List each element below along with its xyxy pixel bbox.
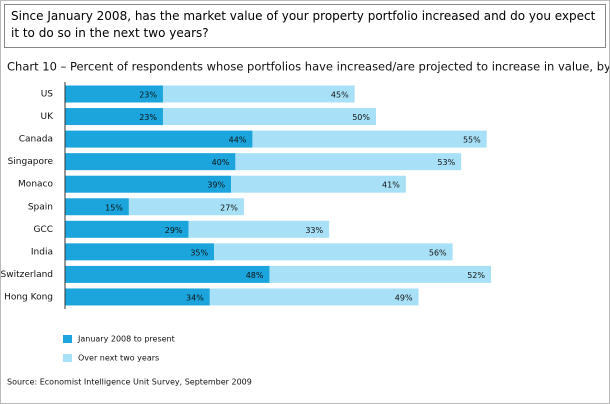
bar-segment [65, 130, 253, 148]
y-tick-label: India [31, 247, 53, 257]
bar-segment [65, 243, 215, 261]
value-label: 53% [437, 158, 455, 167]
bar-segment [188, 220, 330, 238]
value-label: 40% [212, 158, 230, 167]
value-label: 15% [105, 203, 123, 212]
y-tick-label: UK [41, 112, 55, 122]
bar-segment [269, 265, 491, 283]
bar-segment [65, 175, 232, 193]
legend-swatch [63, 335, 72, 343]
bar-segment [252, 130, 487, 148]
value-label: 48% [246, 271, 264, 280]
bar-segment [214, 243, 453, 261]
bar-segment [65, 153, 236, 171]
bar-segment [235, 153, 462, 171]
value-label: 44% [229, 136, 247, 145]
y-tick-label: Monaco [18, 180, 53, 190]
value-label: 55% [463, 136, 481, 145]
legend-swatch [63, 354, 72, 362]
bar-segment [65, 288, 210, 306]
value-label: 35% [190, 248, 208, 257]
bar-segment [162, 85, 355, 103]
value-label: 33% [305, 226, 323, 235]
y-tick-label: US [41, 90, 54, 100]
value-label: 41% [382, 181, 400, 190]
chart-title: Chart 10 – Percent of respondents whose … [7, 60, 609, 74]
value-label: 52% [467, 271, 485, 280]
value-label: 56% [429, 248, 447, 257]
legend-label: January 2008 to present [77, 335, 175, 344]
bar-segment [209, 288, 419, 306]
legend-label: Over next two years [78, 354, 159, 363]
y-tick-label: Singapore [8, 157, 54, 167]
value-label: 39% [207, 181, 225, 190]
bar-segment [65, 265, 270, 283]
value-label: 50% [352, 113, 370, 122]
bar-segment [65, 220, 189, 238]
bar-segment [231, 175, 406, 193]
bar-segment [65, 108, 163, 126]
source: Source: Economist Intelligence Unit Surv… [7, 378, 252, 387]
y-tick-label: GCC [33, 225, 53, 235]
value-label: 34% [186, 293, 204, 302]
bar-segment [65, 85, 163, 103]
y-tick-label: Hong Kong [4, 292, 53, 302]
value-label: 45% [331, 91, 349, 100]
bar-segment [65, 198, 129, 216]
value-label: 27% [220, 203, 238, 212]
bar-segment [128, 198, 244, 216]
question-box: Since January 2008, has the market value… [4, 4, 606, 48]
value-label: 29% [165, 226, 183, 235]
value-label: 23% [139, 91, 157, 100]
y-tick-label: Spain [28, 202, 53, 212]
y-tick-label: Switzerland [1, 270, 53, 280]
value-label: 49% [395, 293, 413, 302]
y-tick-label: Canada [19, 135, 53, 145]
value-label: 23% [139, 113, 157, 122]
bar-segment [162, 108, 376, 126]
